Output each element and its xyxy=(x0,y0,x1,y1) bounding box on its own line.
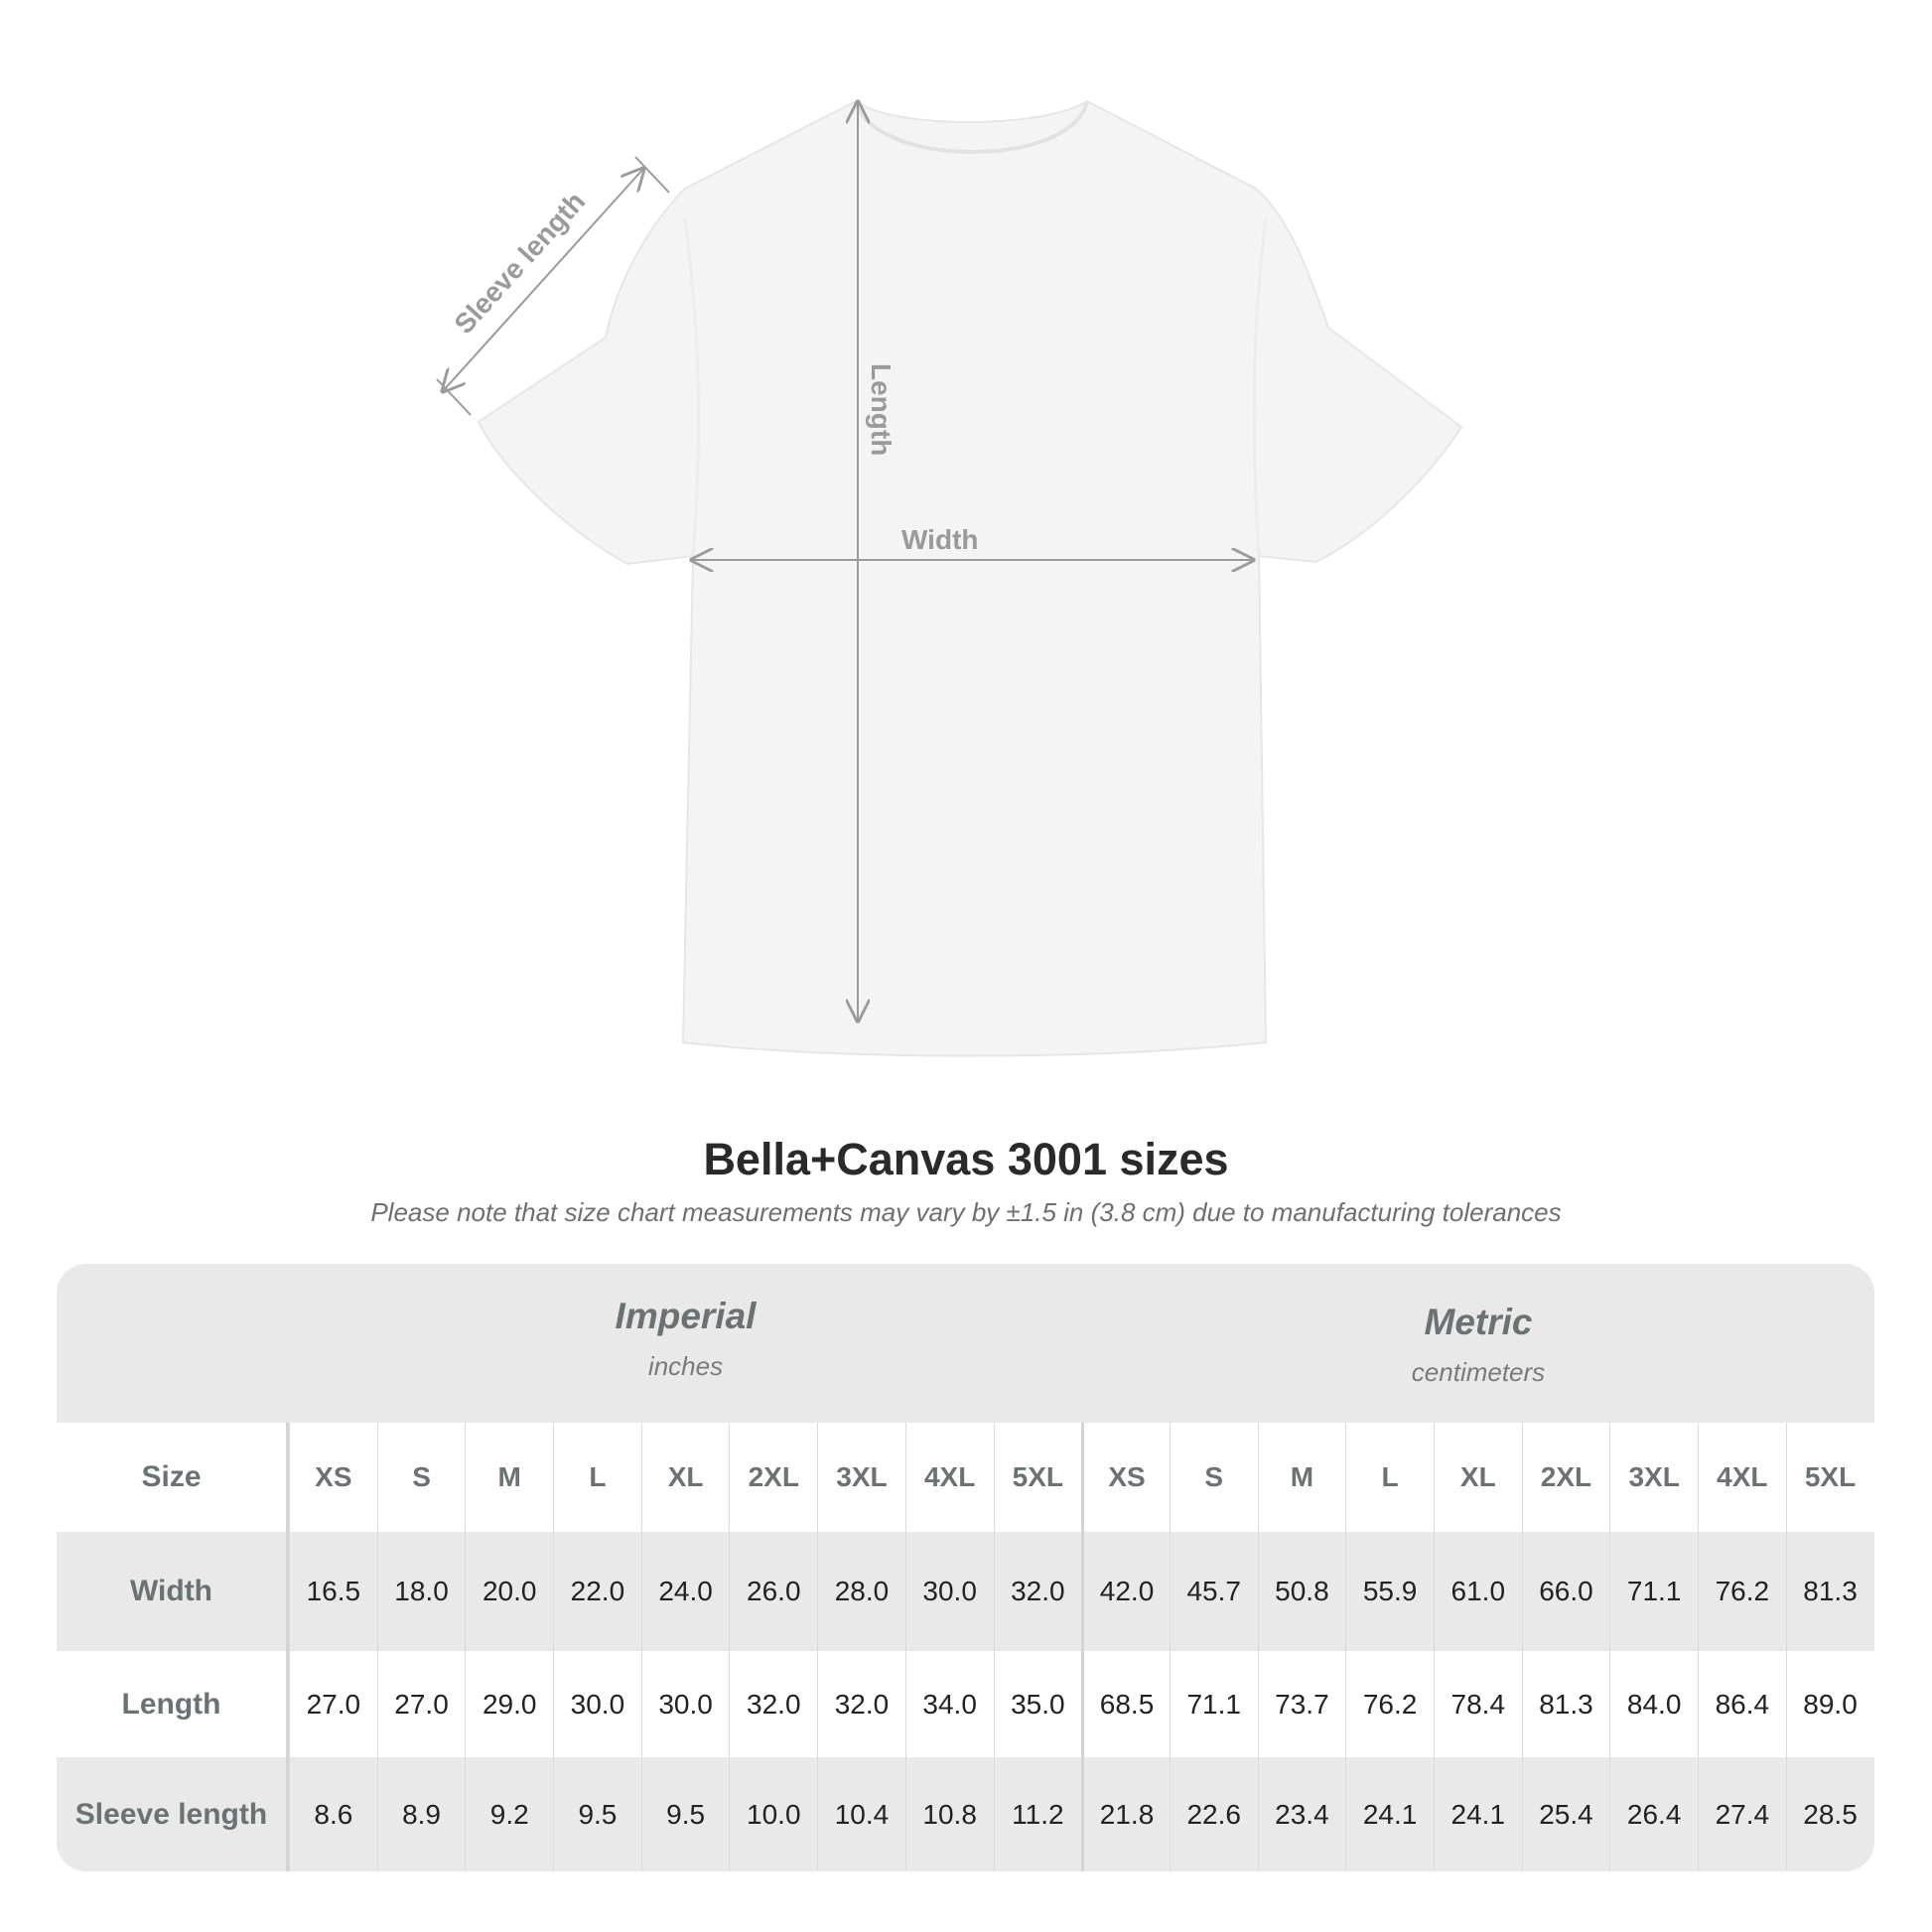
size-header-cell: 2XL xyxy=(1521,1423,1610,1532)
metric-unit: centimeters xyxy=(1411,1357,1546,1387)
metric-value-cell: 61.0 xyxy=(1433,1532,1522,1651)
metric-header: Metric centimeters xyxy=(1082,1302,1874,1460)
imperial-value-cell: 9.5 xyxy=(553,1757,641,1871)
imperial-value-cell: 28.0 xyxy=(817,1532,905,1651)
metric-value-cell: 42.0 xyxy=(1081,1532,1170,1651)
metric-value-cell: 66.0 xyxy=(1521,1532,1610,1651)
imperial-value-cell: 30.0 xyxy=(553,1651,641,1757)
metric-value-cell: 86.4 xyxy=(1698,1651,1786,1757)
table-row: Length 27.0 27.0 29.0 30.0 30.0 32.0 32.0 34.0 35… xyxy=(57,1651,1874,1757)
metric-value-cell: 21.8 xyxy=(1081,1757,1170,1871)
imperial-value-cell: 32.0 xyxy=(993,1532,1082,1651)
imperial-unit: inches xyxy=(647,1351,724,1381)
metric-value-cell: 68.5 xyxy=(1081,1651,1170,1757)
imperial-value-cell: 20.0 xyxy=(465,1532,553,1651)
imperial-value-cell: 32.0 xyxy=(729,1651,817,1757)
metric-value-cell: 78.4 xyxy=(1433,1651,1522,1757)
size-header-cell: 4XL xyxy=(1698,1423,1786,1532)
tshirt-shape xyxy=(477,99,1463,1057)
table-row: Width 16.5 18.0 20.0 22.0 24.0 26.0 28.0 30.0 32.… xyxy=(57,1532,1874,1651)
metric-value-cell: 24.1 xyxy=(1345,1757,1434,1871)
size-header-cell: S xyxy=(376,1423,466,1532)
imperial-value-cell: 8.9 xyxy=(376,1757,466,1871)
metric-value-cell: 23.4 xyxy=(1257,1757,1346,1871)
imperial-value-cell: 34.0 xyxy=(904,1651,994,1757)
metric-value-cell: 76.2 xyxy=(1698,1532,1786,1651)
imperial-value-cell: 30.0 xyxy=(640,1651,730,1757)
metric-value-cell: 55.9 xyxy=(1345,1532,1434,1651)
metric-value-cell: 45.7 xyxy=(1169,1532,1258,1651)
metric-value-cell: 26.4 xyxy=(1609,1757,1698,1871)
size-header-cell: 5XL xyxy=(993,1423,1082,1532)
imperial-value-cell: 27.0 xyxy=(376,1651,466,1757)
size-header-cell: L xyxy=(553,1423,641,1532)
size-header-cell: M xyxy=(465,1423,553,1532)
metric-value-cell: 27.4 xyxy=(1698,1757,1786,1871)
metric-value-cell: 81.3 xyxy=(1521,1651,1610,1757)
size-header-cell: XL xyxy=(640,1423,730,1532)
sleeve-label: Sleeve length xyxy=(448,186,591,340)
metric-value-cell: 84.0 xyxy=(1609,1651,1698,1757)
size-header-cell: 5XL xyxy=(1785,1423,1874,1532)
metric-value-cell: 28.5 xyxy=(1785,1757,1874,1871)
metric-value-cell: 24.1 xyxy=(1433,1757,1522,1871)
row-label: Length xyxy=(57,1651,289,1757)
table-row: Sleeve length 8.6 8.9 9.2 9.5 9.5 10.0 10.4 10.8… xyxy=(57,1757,1874,1871)
row-label: Size xyxy=(57,1423,289,1532)
imperial-value-cell: 11.2 xyxy=(993,1757,1082,1871)
size-header-cell: M xyxy=(1257,1423,1346,1532)
imperial-value-cell: 35.0 xyxy=(993,1651,1082,1757)
metric-value-cell: 25.4 xyxy=(1521,1757,1610,1871)
imperial-value-cell: 10.0 xyxy=(729,1757,817,1871)
metric-value-cell: 22.6 xyxy=(1169,1757,1258,1871)
metric-value-cell: 76.2 xyxy=(1345,1651,1434,1757)
chart-title: Bella+Canvas 3001 sizes xyxy=(703,1134,1229,1184)
size-header-cell: 4XL xyxy=(904,1423,994,1532)
imperial-title: Imperial xyxy=(615,1296,757,1336)
size-header-cell: XL xyxy=(1433,1423,1522,1532)
tshirt-diagram: Sleeve length Length Width xyxy=(436,0,1463,1057)
metric-title: Metric xyxy=(1424,1302,1533,1342)
size-header-cell: L xyxy=(1345,1423,1434,1532)
size-header-cell: 2XL xyxy=(729,1423,817,1532)
imperial-value-cell: 32.0 xyxy=(817,1651,905,1757)
size-header-row: Size XS S M L XL 2XL 3XL 4XL 5XL XS S M L XL 2XL 3XL 4XL 5… xyxy=(57,1423,1874,1532)
size-header-cell: 3XL xyxy=(1609,1423,1698,1532)
size-header-cell: XS xyxy=(289,1423,377,1532)
imperial-value-cell: 26.0 xyxy=(729,1532,817,1651)
row-label: Width xyxy=(57,1532,289,1651)
imperial-value-cell: 10.8 xyxy=(904,1757,994,1871)
sleeve-arrow xyxy=(443,169,643,391)
metric-value-cell: 50.8 xyxy=(1257,1532,1346,1651)
size-table: Imperial inches Metric centimeters Size X… xyxy=(57,1264,1874,1871)
imperial-value-cell: 29.0 xyxy=(465,1651,553,1757)
tolerance-note: Please note that size chart measurements… xyxy=(370,1197,1562,1227)
size-header-cell: S xyxy=(1169,1423,1258,1532)
metric-value-cell: 71.1 xyxy=(1169,1651,1258,1757)
imperial-value-cell: 27.0 xyxy=(289,1651,377,1757)
length-label: Length xyxy=(866,363,897,456)
size-header-cell: XS xyxy=(1081,1423,1170,1532)
imperial-value-cell: 22.0 xyxy=(553,1532,641,1651)
imperial-value-cell: 24.0 xyxy=(640,1532,730,1651)
metric-value-cell: 71.1 xyxy=(1609,1532,1698,1651)
metric-value-cell: 89.0 xyxy=(1785,1651,1874,1757)
width-label: Width xyxy=(901,524,979,555)
imperial-value-cell: 10.4 xyxy=(817,1757,905,1871)
imperial-value-cell: 9.5 xyxy=(640,1757,730,1871)
metric-value-cell: 81.3 xyxy=(1785,1532,1874,1651)
imperial-value-cell: 30.0 xyxy=(904,1532,994,1651)
imperial-value-cell: 18.0 xyxy=(376,1532,466,1651)
metric-value-cell: 73.7 xyxy=(1257,1651,1346,1757)
imperial-header: Imperial inches xyxy=(289,1296,1082,1454)
imperial-value-cell: 9.2 xyxy=(465,1757,553,1871)
imperial-value-cell: 16.5 xyxy=(289,1532,377,1651)
imperial-value-cell: 8.6 xyxy=(289,1757,377,1871)
row-label: Sleeve length xyxy=(57,1757,289,1871)
size-header-cell: 3XL xyxy=(817,1423,905,1532)
